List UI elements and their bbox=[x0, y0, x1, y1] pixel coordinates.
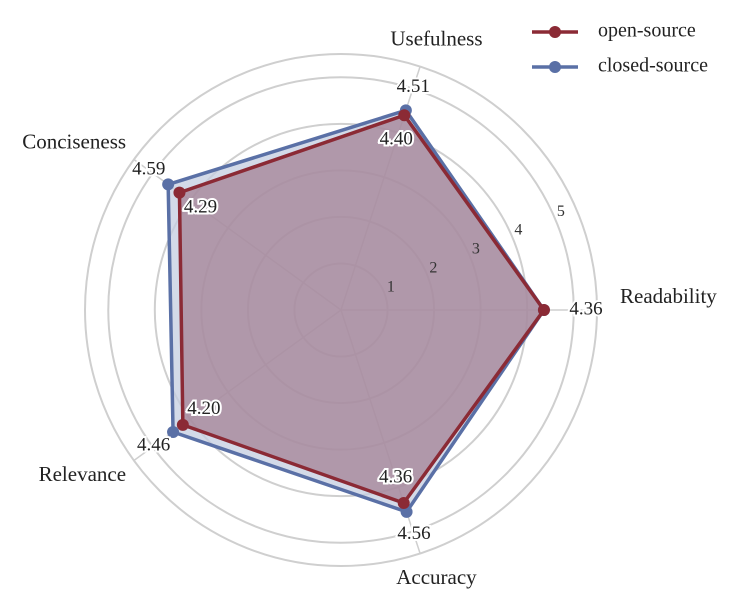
r-tick-label: 5 bbox=[557, 203, 565, 220]
series-line bbox=[177, 113, 546, 505]
value-label: 4.51 bbox=[397, 76, 430, 97]
value-label: 4.29 bbox=[184, 196, 217, 217]
value-label: 4.20 bbox=[187, 398, 220, 419]
value-label: 4.56 bbox=[397, 523, 430, 544]
legend-marker bbox=[549, 61, 561, 73]
data-point bbox=[167, 426, 180, 439]
data-point bbox=[173, 186, 186, 199]
value-label: 4.59 bbox=[132, 159, 165, 180]
r-tick-label: 2 bbox=[429, 260, 437, 277]
value-label: 4.36 bbox=[379, 467, 412, 488]
value-label: 4.40 bbox=[380, 128, 413, 149]
category-label: Readability bbox=[620, 284, 717, 308]
legend-marker bbox=[549, 26, 561, 38]
category-label: Accuracy bbox=[396, 565, 477, 589]
category-label: Conciseness bbox=[22, 129, 126, 153]
value-label: 4.46 bbox=[137, 434, 170, 455]
data-point bbox=[537, 304, 550, 316]
legend-label: closed-source bbox=[598, 55, 708, 77]
category-label: Relevance bbox=[39, 462, 126, 486]
legend-label: open-source bbox=[598, 20, 696, 42]
series-line bbox=[166, 108, 546, 514]
r-tick-label: 4 bbox=[514, 222, 522, 239]
category-label: Usefulness bbox=[390, 27, 482, 51]
data-point bbox=[398, 109, 411, 122]
data-point bbox=[176, 418, 189, 431]
r-tick-label: 1 bbox=[387, 278, 395, 295]
r-tick-label: 3 bbox=[472, 241, 480, 258]
data-point bbox=[397, 497, 410, 510]
series-area bbox=[179, 115, 544, 504]
value-label: 4.36 bbox=[569, 298, 602, 319]
data-point bbox=[162, 178, 175, 191]
